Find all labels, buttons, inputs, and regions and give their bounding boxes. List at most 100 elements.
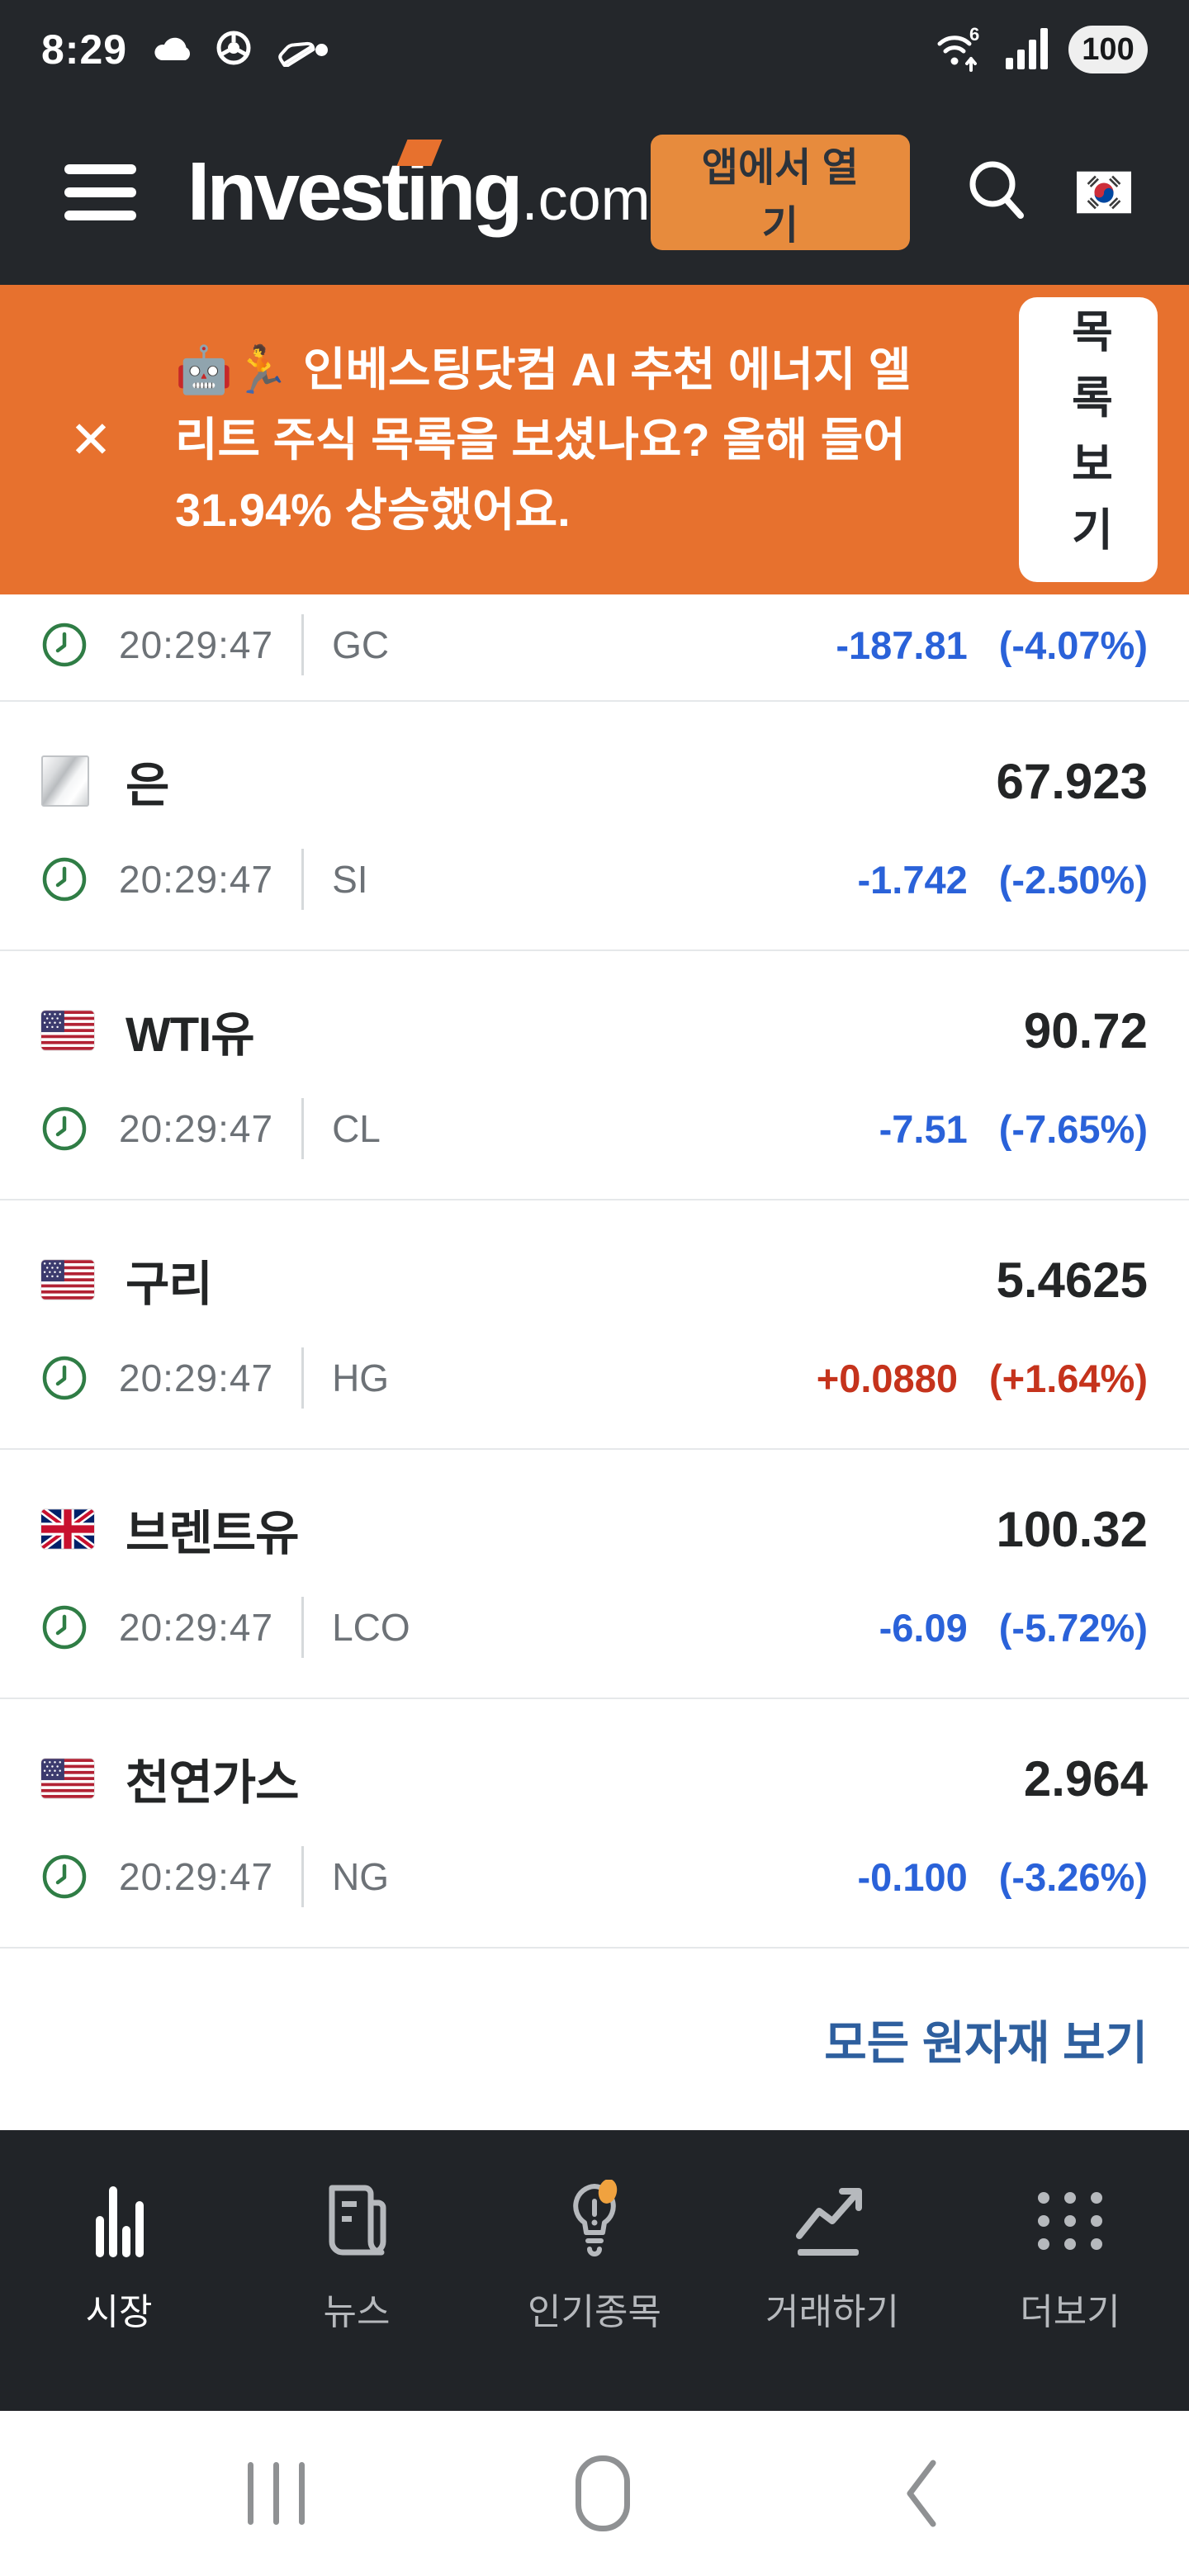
status-bar: 8:29: [0, 0, 1189, 99]
us-flag-icon: [41, 1011, 94, 1050]
quote-symbol: SI: [332, 858, 368, 901]
commodities-list: 20:29:47 GC -187.81 (-4.07%) 은 67.923: [0, 594, 1189, 2130]
logo-suffix-text: .com: [521, 167, 651, 233]
quote-time: 20:29:47: [119, 1606, 274, 1649]
banner-message-line: 31.94% 상승했어요.: [175, 484, 571, 536]
cloud-icon: [152, 32, 195, 68]
commodity-row-brent[interactable]: 브렌트유 100.32 20:29:47 LCO -6.09 (-5.72%): [0, 1450, 1189, 1699]
quote-symbol: GC: [332, 623, 390, 666]
change-value: -6.09: [879, 1605, 968, 1650]
clock-icon: [41, 1604, 96, 1650]
investing-logo[interactable]: Investing .com: [187, 140, 651, 239]
change-percent: (-7.65%): [998, 1106, 1148, 1151]
trend-line-icon: [793, 2176, 872, 2259]
clock-time: 8:29: [41, 26, 128, 73]
back-chevron-icon: [907, 2460, 936, 2527]
change-percent: (-4.07%): [998, 623, 1148, 667]
quote-change: -1.742 (-2.50%): [857, 857, 1148, 902]
shoe-icon: [272, 29, 315, 71]
language-korea-button[interactable]: [1077, 171, 1131, 214]
change-value: -1.742: [857, 857, 968, 902]
quote-symbol: LCO: [332, 1606, 410, 1649]
nav-tab-popular[interactable]: 인기종목: [476, 2176, 713, 2411]
quote-time: 20:29:47: [119, 623, 274, 666]
commodity-name[interactable]: 천연가스: [126, 1756, 299, 1810]
banner-close-icon[interactable]: ✕: [69, 412, 112, 469]
nav-tab-trade[interactable]: 거래하기: [713, 2176, 951, 2411]
divider: [301, 1098, 305, 1159]
divider: [301, 1846, 305, 1907]
bar-chart-icon: [94, 2176, 144, 2259]
quote-time: 20:29:47: [119, 858, 274, 901]
banner-message-line: 🤖🏃 인베스팅닷컴 AI 추천 에너지 엘: [175, 343, 912, 395]
commodity-row-silver[interactable]: 은 67.923 20:29:47 SI -1.742 (-2.50%): [0, 702, 1189, 951]
clock-icon: [41, 1106, 96, 1152]
nav-label: 뉴스: [323, 2292, 391, 2332]
search-button[interactable]: [964, 158, 1030, 226]
view-all-commodities-link[interactable]: 모든 원자재 보기: [824, 2016, 1148, 2069]
clock-icon: [41, 1854, 96, 1900]
commodity-row-wti[interactable]: WTI유 90.72 20:29:47 CL -7.51 (-7.65%): [0, 951, 1189, 1200]
search-icon: [969, 161, 1024, 219]
commodity-row-gc[interactable]: 20:29:47 GC -187.81 (-4.07%): [0, 594, 1189, 702]
quote-change: -6.09 (-5.72%): [879, 1605, 1148, 1650]
commodity-price: 5.4625: [996, 1252, 1148, 1308]
divider: [301, 849, 305, 910]
grid-dots-icon: [1032, 2176, 1108, 2259]
quote-time: 20:29:47: [119, 1107, 274, 1150]
nav-label: 거래하기: [765, 2292, 899, 2332]
signal-strength-icon: [1004, 25, 1052, 75]
nav-label: 더보기: [1020, 2292, 1120, 2332]
commodity-name[interactable]: 구리: [126, 1257, 213, 1311]
commodity-row-copper[interactable]: 구리 5.4625 20:29:47 HG +0.0880 (+1.64%): [0, 1200, 1189, 1450]
nav-tab-news[interactable]: 뉴스: [238, 2176, 476, 2411]
quote-change: -187.81 (-4.07%): [836, 623, 1148, 668]
change-value: -0.100: [857, 1854, 968, 1899]
quote-change: -7.51 (-7.65%): [879, 1106, 1148, 1152]
change-value: -7.51: [879, 1106, 968, 1151]
commodity-name[interactable]: 은: [126, 759, 169, 812]
promo-banner: ✕ 🤖🏃 인베스팅닷컴 AI 추천 에너지 엘 리트 주식 목록을 보셨나요? …: [0, 285, 1189, 594]
battery-indicator: 100: [1068, 26, 1148, 73]
change-value: +0.0880: [816, 1356, 958, 1400]
view-list-button[interactable]: 목록보기: [1019, 297, 1158, 582]
change-percent: (-3.26%): [998, 1854, 1148, 1899]
change-percent: (-2.50%): [998, 857, 1148, 902]
lightbulb-icon: [557, 2176, 632, 2259]
recents-button[interactable]: [248, 2462, 305, 2525]
back-button[interactable]: [900, 2456, 941, 2531]
quote-time: 20:29:47: [119, 1855, 274, 1898]
nav-tab-markets[interactable]: 시장: [0, 2176, 238, 2411]
battery-percent: 100: [1082, 31, 1135, 67]
commodity-price: 67.923: [996, 753, 1148, 809]
change-percent: (-5.72%): [998, 1605, 1148, 1650]
bottom-navigation: 시장 뉴스: [0, 2130, 1189, 2411]
home-button[interactable]: [575, 2455, 630, 2531]
us-flag-icon: [41, 1260, 94, 1300]
quote-symbol: NG: [332, 1855, 390, 1898]
commodity-name[interactable]: 브렌트유: [126, 1507, 299, 1560]
nav-tab-more[interactable]: 더보기: [951, 2176, 1189, 2411]
commodity-name[interactable]: WTI유: [126, 1008, 255, 1062]
korea-flag-icon: [1077, 171, 1131, 213]
quote-change: +0.0880 (+1.64%): [817, 1356, 1148, 1401]
commodity-price: 90.72: [1023, 1002, 1148, 1058]
newspaper-icon: [319, 2176, 395, 2259]
menu-button[interactable]: [64, 163, 136, 220]
uk-flag-icon: [41, 1509, 94, 1549]
commodity-row-natgas[interactable]: 천연가스 2.964 20:29:47 NG -0.100 (-3.26%): [0, 1699, 1189, 1949]
silver-icon: [41, 755, 89, 807]
open-in-app-button[interactable]: 앱에서 열기: [650, 134, 910, 250]
clock-icon: [41, 1355, 96, 1401]
quote-symbol: HG: [332, 1357, 390, 1399]
chrome-icon: [215, 29, 253, 71]
quote-time: 20:29:47: [119, 1357, 274, 1399]
logo-text: Investing: [187, 145, 523, 238]
clock-icon: [41, 622, 96, 668]
divider: [301, 614, 305, 675]
divider: [301, 1597, 305, 1658]
change-percent: (+1.64%): [988, 1356, 1148, 1400]
quote-change: -0.100 (-3.26%): [857, 1854, 1148, 1900]
nav-label: 시장: [85, 2292, 153, 2332]
